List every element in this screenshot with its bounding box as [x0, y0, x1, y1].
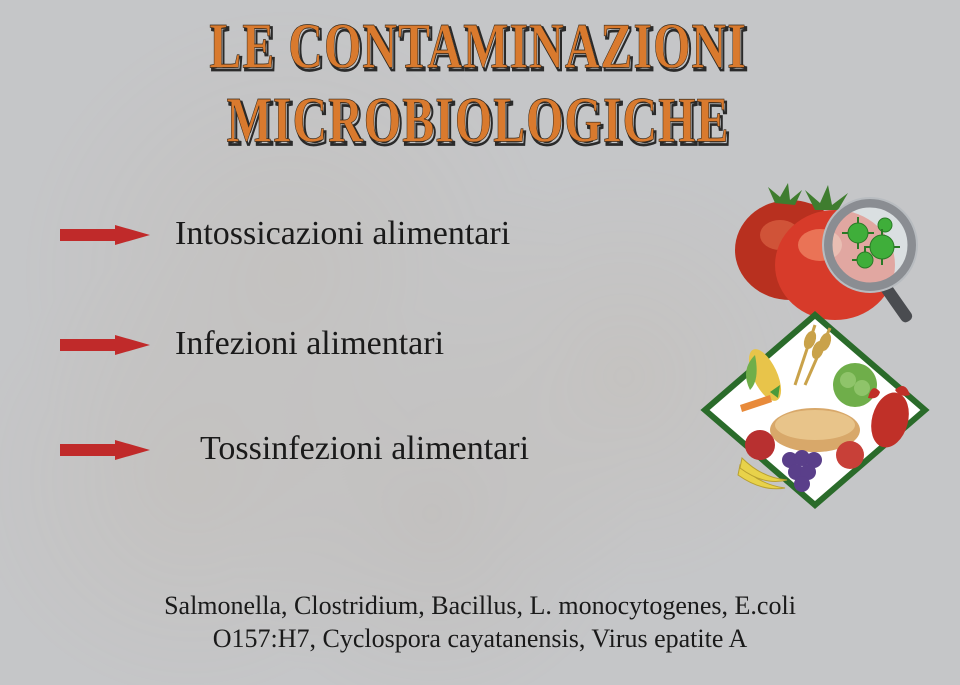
- pathogen-caption: Salmonella, Clostridium, Bacillus, L. mo…: [80, 590, 880, 655]
- arrow-icon: [60, 440, 150, 460]
- bullet-text: Infezioni alimentari: [175, 325, 444, 363]
- slide-title: LE CONTAMINAZIONI MICROBIOLOGICHE LE CON…: [0, 12, 960, 161]
- food-basket-illustration: [700, 310, 930, 510]
- tomato-magnifier-illustration: [720, 155, 930, 325]
- caption-line-1: Salmonella, Clostridium, Bacillus, L. mo…: [164, 591, 796, 620]
- title-fill-layer: LE CONTAMINAZIONI MICROBIOLOGICHE: [0, 9, 958, 158]
- arrow-icon: [60, 335, 150, 355]
- bullet-text: Tossinfezioni alimentari: [200, 430, 529, 468]
- caption-line-2: O157:H7, Cyclospora cayatanensis, Virus …: [213, 624, 747, 653]
- bullet-text: Intossicazioni alimentari: [175, 215, 510, 253]
- arrow-icon: [60, 225, 150, 245]
